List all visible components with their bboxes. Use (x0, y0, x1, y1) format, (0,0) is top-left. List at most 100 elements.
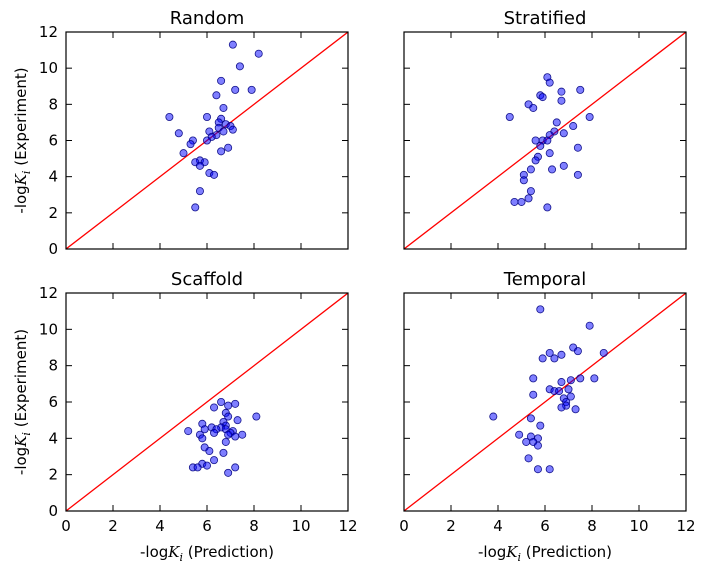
data-point (550, 354, 559, 363)
x-tick-label: 0 (399, 517, 409, 535)
data-point (184, 427, 193, 436)
data-point (557, 350, 566, 359)
data-point (489, 412, 498, 421)
y-tick-label: 8 (48, 95, 58, 113)
data-point (566, 376, 575, 385)
data-point (200, 425, 209, 434)
panel-temporal: 0 2 4 6 8 10 12 Temporal -logKi (Prediction) (399, 269, 695, 564)
data-point (536, 421, 545, 430)
data-point (217, 397, 226, 406)
data-point (557, 96, 566, 105)
data-point (557, 87, 566, 96)
data-point (559, 161, 568, 170)
x-axis-label: -logKi (Prediction) (478, 543, 612, 564)
data-point (231, 463, 240, 472)
x-tick-label: 6 (540, 517, 550, 535)
x-tick-label: 6 (202, 517, 212, 535)
data-point (573, 143, 582, 152)
y-tick-label: 10 (39, 320, 58, 338)
x-tick-label: 8 (249, 517, 259, 535)
data-point (198, 434, 207, 443)
plot-frame (65, 292, 349, 512)
data-point (533, 465, 542, 474)
data-point (576, 85, 585, 94)
y-tick-label: 0 (48, 240, 58, 258)
panel-random: 0 2 4 6 8 10 12 Random -logKi (Experiment) (12, 8, 349, 258)
data-point (529, 390, 538, 399)
data-point (573, 347, 582, 356)
data-point (585, 321, 594, 330)
data-point (224, 143, 233, 152)
data-point (238, 430, 247, 439)
data-point (543, 136, 552, 145)
data-point (545, 465, 554, 474)
data-point (529, 374, 538, 383)
y-tick-label: 12 (39, 23, 58, 41)
data-point (522, 437, 531, 446)
data-point (573, 170, 582, 179)
data-point (569, 122, 578, 131)
data-point (195, 161, 204, 170)
panel-title: Temporal (503, 269, 586, 290)
y-tick-label: 12 (39, 284, 58, 302)
panel-title: Random (170, 8, 245, 29)
x-tick-label: 10 (629, 517, 648, 535)
data-point (505, 112, 514, 121)
x-tick-label: 2 (108, 517, 118, 535)
panel-scaffold: 00 2 2 4 4 6 6 8 8 10 10 12 12 Scaffold -logKi (Predic… (12, 269, 358, 564)
data-point (526, 187, 535, 196)
data-point (515, 430, 524, 439)
y-tick-label: 4 (48, 429, 58, 447)
panel-title: Scaffold (171, 269, 243, 290)
data-point (524, 194, 533, 203)
data-point (202, 136, 211, 145)
data-point (165, 112, 174, 121)
data-point (224, 401, 233, 410)
data-point (526, 165, 535, 174)
data-point (202, 112, 211, 121)
data-point (576, 374, 585, 383)
data-point (235, 62, 244, 71)
data-point (552, 118, 561, 127)
data-point (212, 91, 221, 100)
data-point (228, 125, 237, 134)
data-point (536, 141, 545, 150)
data-point (599, 348, 608, 357)
x-tick-label: 2 (446, 517, 456, 535)
x-tick-label: 8 (587, 517, 597, 535)
data-point (533, 441, 542, 450)
y-tick-label: 6 (48, 132, 58, 150)
data-point (526, 414, 535, 423)
data-point (219, 448, 228, 457)
identity-line (404, 293, 686, 511)
plot-frame (65, 31, 349, 250)
data-point (247, 85, 256, 94)
data-point (202, 461, 211, 470)
y-tick-label: 10 (39, 59, 58, 77)
data-point (531, 136, 540, 145)
data-point (224, 468, 233, 477)
x-tick-label: 12 (676, 517, 695, 535)
data-point (217, 76, 226, 85)
data-point (217, 147, 226, 156)
y-tick-label: 6 (48, 393, 58, 411)
data-point (590, 374, 599, 383)
data-point (254, 49, 263, 58)
data-point (186, 140, 195, 149)
data-point (571, 405, 580, 414)
data-point (529, 103, 538, 112)
x-tick-label: 12 (338, 517, 357, 535)
y-axis-label: -logKi (Experiment) (12, 329, 33, 475)
data-point (205, 447, 214, 456)
data-point (219, 127, 228, 136)
data-point (210, 456, 219, 465)
data-point (538, 354, 547, 363)
y-axis-label: -logKi (Experiment) (12, 67, 33, 213)
y-tick-label: 8 (48, 357, 58, 375)
y-tick-label: 0 (48, 502, 58, 520)
y-tick-label: 2 (48, 204, 58, 222)
identity-line (66, 293, 348, 511)
data-point (557, 378, 566, 387)
x-tick-label: 4 (155, 517, 165, 535)
data-point (585, 112, 594, 121)
